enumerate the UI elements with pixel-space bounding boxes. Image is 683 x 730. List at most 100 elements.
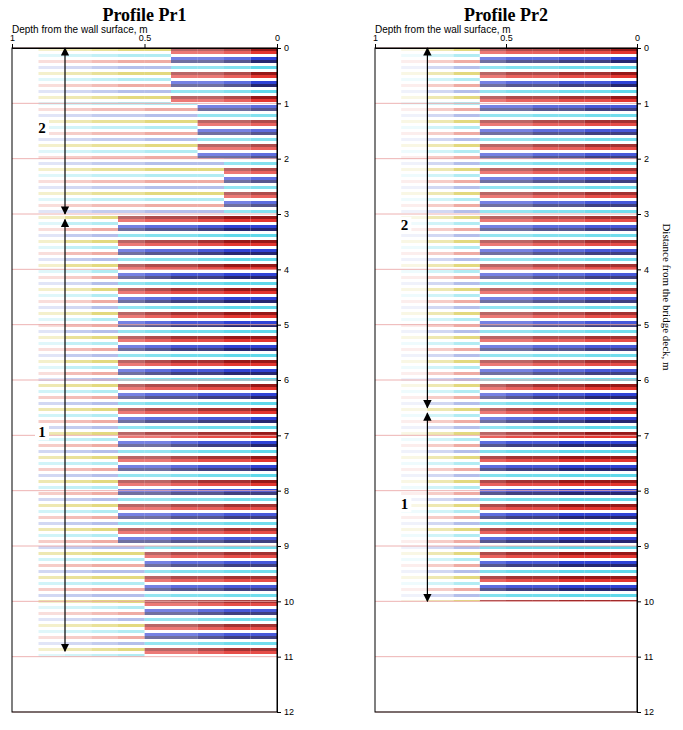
tick: 9 [277, 541, 289, 551]
cell [585, 48, 611, 103]
cell [145, 380, 172, 435]
cell [427, 103, 453, 158]
tick-mark [637, 435, 641, 436]
x-axis: 10.50 [10, 33, 280, 49]
cell [480, 48, 506, 103]
cell [454, 269, 480, 324]
cell [480, 325, 506, 380]
cell [506, 103, 532, 158]
cell [251, 214, 278, 269]
tick: 9 [637, 541, 649, 551]
cell [585, 103, 611, 158]
label-ground [397, 217, 411, 233]
cell [145, 325, 172, 380]
tick: 0 [637, 43, 649, 53]
cell [558, 325, 584, 380]
cell [92, 159, 119, 214]
cell [92, 325, 119, 380]
cell [611, 435, 637, 490]
cell [145, 48, 172, 103]
grid-line [375, 435, 637, 436]
cell [611, 325, 637, 380]
cell [401, 546, 427, 601]
axis-title: Depth from the wall surface, m [375, 24, 511, 35]
tick-mark [506, 44, 507, 48]
cell [118, 601, 145, 656]
grid-line [12, 546, 277, 547]
cell [585, 214, 611, 269]
tick-mark [637, 159, 641, 160]
cell [506, 269, 532, 324]
tick: 5 [637, 320, 649, 330]
zone-label: 1 [38, 424, 46, 440]
cell [427, 491, 453, 546]
tick-mark [277, 103, 281, 104]
cell [532, 491, 558, 546]
cell [224, 103, 251, 158]
cell [480, 103, 506, 158]
cell [171, 159, 198, 214]
y-axis: 0123456789101112 [277, 43, 294, 717]
cell [532, 546, 558, 601]
cell [585, 380, 611, 435]
tick-mark [637, 48, 641, 49]
cell [401, 435, 427, 490]
tick-mark [277, 48, 281, 49]
cell [454, 380, 480, 435]
cell [145, 546, 172, 601]
tick-mark [637, 325, 641, 326]
tick-label: 1 [644, 99, 649, 109]
grid-line [12, 656, 277, 657]
tick-mark [637, 269, 641, 270]
tick: 3 [637, 209, 649, 219]
cell [65, 103, 92, 158]
cell [558, 435, 584, 490]
cell [65, 159, 92, 214]
panel: 10.500123456789101112Profile Pr2Depth fr… [373, 5, 673, 717]
tick: 1 [373, 33, 378, 48]
grid-line [375, 656, 637, 657]
tick: 12 [277, 707, 294, 717]
cell [532, 48, 558, 103]
cell [171, 325, 198, 380]
tick-label: 3 [644, 209, 649, 219]
cell [224, 325, 251, 380]
cell [65, 48, 92, 103]
axis-title: Distance from the bridge deck, m [661, 223, 673, 371]
cell [65, 546, 92, 601]
grid-line [375, 103, 637, 104]
cell [198, 601, 225, 656]
cell [171, 491, 198, 546]
grid-line [375, 214, 637, 215]
cell [39, 103, 66, 158]
y-axis: 0123456789101112 [637, 43, 654, 717]
cell [118, 546, 145, 601]
cell [92, 601, 119, 656]
grid-line [12, 269, 277, 270]
tick: 4 [277, 265, 289, 275]
tick: 2 [277, 154, 289, 164]
tick-mark [637, 214, 641, 215]
cell [118, 214, 145, 269]
tick-mark [277, 601, 281, 602]
plot-frame [12, 48, 277, 712]
tick-label: 6 [284, 375, 289, 385]
cell [39, 546, 66, 601]
tick-label: 12 [644, 707, 654, 717]
cell [506, 380, 532, 435]
cell [198, 214, 225, 269]
cell [92, 491, 119, 546]
tick-mark [277, 159, 281, 160]
grid-line [375, 324, 637, 325]
cell [611, 48, 637, 103]
cell [171, 546, 198, 601]
cell [224, 269, 251, 324]
tick-mark [12, 44, 13, 48]
cell [611, 380, 637, 435]
cell [251, 325, 278, 380]
cell [611, 269, 637, 324]
tick-label: 4 [284, 265, 289, 275]
cell [532, 325, 558, 380]
cell [558, 48, 584, 103]
tick-label: 10 [284, 597, 294, 607]
